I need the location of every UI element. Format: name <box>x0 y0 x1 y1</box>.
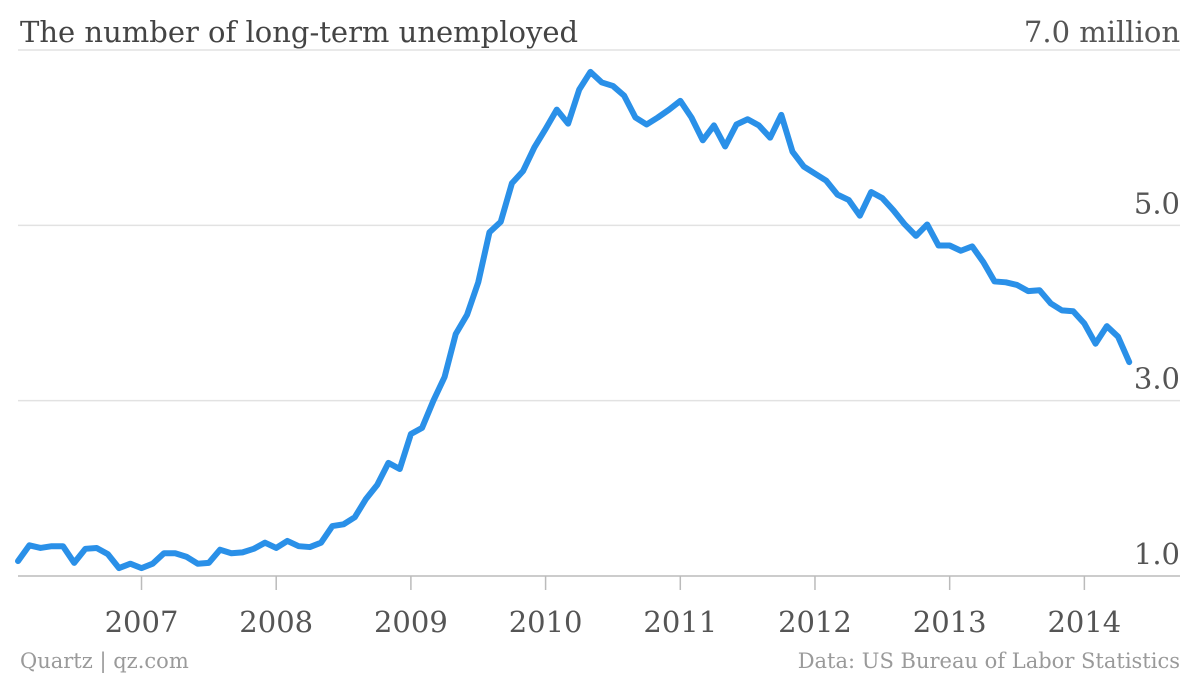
chart-title: The number of long-term unemployed <box>20 15 578 49</box>
x-tick-label: 2011 <box>643 605 717 639</box>
x-tick-label: 2014 <box>1047 605 1121 639</box>
y-tick-label: 5.0 <box>1134 186 1180 220</box>
y-tick-label: 7.0 million <box>1024 15 1180 49</box>
credit: Quartz | qz.com <box>20 649 189 674</box>
x-tick-label: 2012 <box>778 605 852 639</box>
y-tick-label: 1.0 <box>1134 537 1180 571</box>
x-tick-label: 2013 <box>913 605 987 639</box>
x-tick-label: 2009 <box>374 605 448 639</box>
y-tick-label: 3.0 <box>1134 362 1180 396</box>
source: Data: US Bureau of Labor Statistics <box>798 649 1180 673</box>
x-tick-label: 2007 <box>105 605 179 639</box>
x-tick-label: 2010 <box>509 605 583 639</box>
x-tick-label: 2008 <box>239 605 313 639</box>
line-series <box>15 68 1133 572</box>
